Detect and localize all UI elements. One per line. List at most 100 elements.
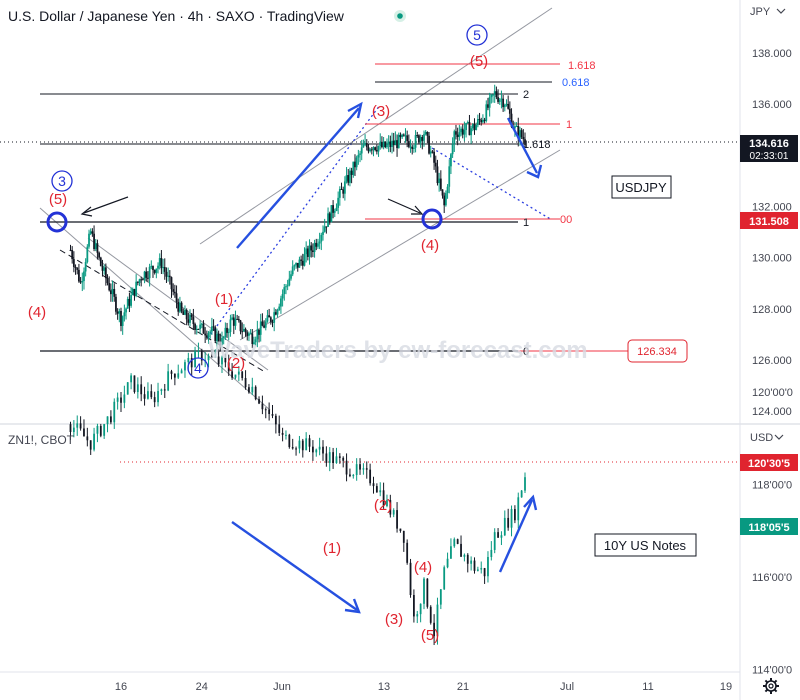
candle-body — [177, 373, 180, 378]
candle-body — [278, 306, 281, 310]
candle-body — [495, 91, 498, 98]
candle-body — [222, 337, 225, 339]
candle-body — [386, 500, 388, 507]
y-tick-label: 138.000 — [752, 48, 792, 60]
arrows-bottom[interactable] — [231, 494, 538, 614]
candle-body — [487, 556, 489, 577]
candle-body — [413, 595, 415, 617]
candle-body — [333, 210, 336, 213]
candle-body — [248, 333, 250, 336]
candle-body — [465, 123, 467, 131]
candle-body — [414, 135, 417, 148]
candle-body — [429, 151, 432, 154]
candle-body — [118, 311, 121, 314]
candle-body — [510, 113, 513, 127]
candle-body — [130, 295, 132, 306]
candle-body — [204, 333, 207, 336]
candle-body — [256, 329, 259, 340]
usdjpy-candles[interactable] — [69, 84, 526, 351]
candle-body — [345, 175, 348, 182]
candle-body — [249, 333, 252, 335]
candle-body — [312, 446, 314, 453]
candle-body — [74, 266, 77, 268]
gear-icon[interactable] — [763, 678, 779, 694]
wave-4-mid: (4) — [421, 237, 439, 254]
chevron-down-icon[interactable] — [776, 8, 786, 14]
candle-body — [500, 98, 503, 100]
candle-body — [308, 245, 311, 257]
candle-body — [335, 456, 338, 464]
candle-body — [234, 374, 237, 378]
candle-body — [510, 509, 513, 528]
candle-body — [76, 423, 79, 428]
candle-body — [431, 151, 434, 153]
candle-body — [211, 326, 213, 332]
candle-body — [268, 315, 271, 318]
candle-body — [190, 357, 193, 368]
bottom-price-axis[interactable]: 114'00'0 116'00'0 118'00'0 120'00'0 — [752, 387, 793, 677]
candle-body — [306, 248, 309, 257]
candle-body — [78, 269, 80, 282]
candle-body — [320, 234, 323, 242]
candle-body — [99, 257, 102, 266]
candle-body — [362, 144, 365, 148]
candle-body — [426, 578, 429, 607]
candle-body — [375, 486, 378, 493]
chevron-down-icon[interactable] — [774, 434, 784, 440]
candle-body — [86, 436, 89, 441]
candle-body — [436, 604, 439, 637]
svg-text:00: 00 — [560, 214, 572, 226]
candle-body — [322, 231, 324, 235]
candle-body — [116, 311, 119, 314]
candle-body — [349, 474, 351, 477]
candle-body — [301, 260, 304, 266]
candle-body — [88, 233, 90, 247]
candle-body — [369, 469, 372, 484]
y-tick-label: 124.000 — [752, 406, 792, 418]
candle-body — [150, 391, 153, 398]
candle-body — [145, 271, 148, 278]
time-axis[interactable]: 16 24 Jun 13 21 Jul 11 19 — [115, 681, 732, 693]
candle-body — [69, 424, 72, 433]
watermark: WaveTraders by ew-forecast.com — [208, 337, 587, 364]
candle-body — [500, 535, 503, 538]
candle-body — [184, 310, 186, 315]
candle-body — [108, 283, 111, 291]
candle-body — [350, 170, 353, 175]
target-projection-line[interactable] — [431, 147, 553, 221]
candle-body — [517, 125, 520, 139]
top-price-axis[interactable]: 124.000126.000128.000130.000132.000134.0… — [752, 48, 792, 418]
candle-body — [480, 120, 483, 123]
candle-body — [345, 460, 348, 475]
candle-body — [113, 288, 116, 297]
fib-levels[interactable] — [0, 63, 740, 463]
candle-body — [266, 315, 269, 322]
svg-text:120'30'5: 120'30'5 — [748, 458, 790, 470]
candle-body — [483, 568, 486, 577]
candle-body — [136, 281, 139, 283]
candle-body — [126, 298, 129, 309]
candle-body — [456, 539, 459, 544]
candle-body — [352, 161, 355, 175]
zn-candles[interactable] — [69, 342, 526, 646]
svg-text:02:33:01: 02:33:01 — [750, 151, 789, 162]
wave-labels-bottom: (1) (2) (3) (4) (5) — [323, 497, 439, 644]
bottom-currency[interactable]: USD — [750, 432, 773, 444]
candle-body — [335, 207, 338, 211]
candle-body — [271, 414, 274, 416]
candle-body — [98, 252, 101, 258]
candle-body — [205, 335, 208, 338]
candle-body — [89, 440, 92, 450]
candle-body — [274, 415, 277, 425]
candle-body — [360, 147, 363, 154]
candle-body — [473, 123, 476, 130]
top-currency[interactable]: JPY — [750, 6, 771, 18]
wave-circle-5: 5 — [473, 27, 481, 43]
candle-body — [237, 371, 240, 375]
candle-body — [466, 554, 469, 564]
candle-body — [72, 427, 75, 433]
arrows-top[interactable] — [80, 101, 543, 249]
candle-body — [152, 266, 154, 271]
candle-body — [416, 135, 419, 137]
